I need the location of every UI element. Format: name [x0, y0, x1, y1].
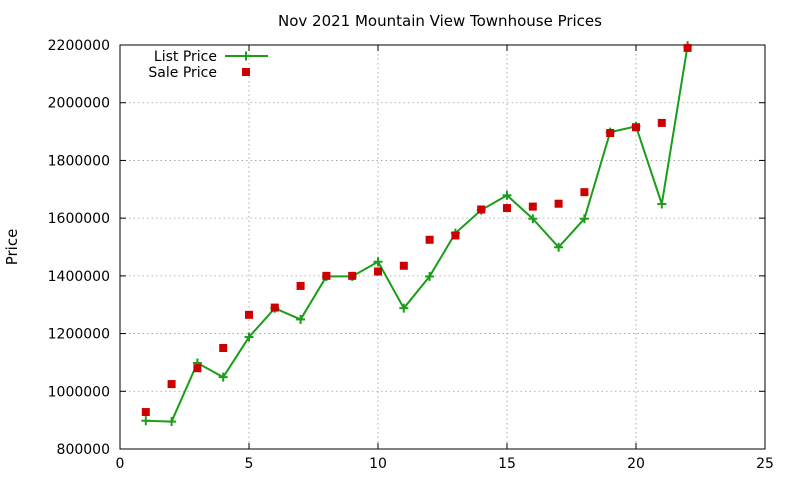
sale-price-point — [374, 267, 382, 276]
list-price-point — [399, 303, 409, 313]
sale-price-point — [296, 281, 305, 290]
list-price-legend-marker — [241, 51, 251, 61]
grid — [120, 45, 765, 449]
list-price-point — [425, 271, 435, 281]
list-price-point — [528, 214, 538, 224]
sale-price-legend-marker — [242, 68, 250, 76]
list-price-point — [373, 257, 383, 267]
sale-price-legend-label: Sale Price — [148, 65, 217, 81]
sale-price-point — [580, 188, 589, 197]
list-price-point — [218, 372, 228, 382]
sale-price-point — [348, 271, 357, 280]
list-price-legend-label: List Price — [154, 49, 217, 65]
y-tick-label: 1600000 — [48, 211, 110, 227]
y-tick-label: 1000000 — [48, 384, 110, 400]
sale-price-point — [503, 204, 511, 213]
y-tick-label: 1200000 — [48, 327, 110, 343]
x-tick-label: 0 — [116, 456, 125, 472]
sale-price-point — [322, 271, 331, 280]
y-tick-label: 2200000 — [48, 38, 110, 54]
sale-price-point — [270, 303, 279, 312]
list-price-point — [167, 417, 177, 427]
list-price-point — [657, 199, 667, 209]
sale-price-point — [477, 205, 486, 214]
sale-price-point — [245, 310, 253, 319]
list-price-point — [502, 190, 512, 200]
list-price-point — [141, 416, 151, 426]
y-tick-label: 800000 — [57, 442, 110, 458]
sale-price-point — [632, 123, 640, 132]
x-tick-label: 10 — [369, 456, 387, 472]
list-price-point — [579, 214, 589, 224]
sale-price-point — [425, 235, 434, 244]
sale-price-series — [141, 43, 692, 417]
y-tick-label: 1800000 — [48, 153, 110, 169]
x-tick-label: 15 — [498, 456, 516, 472]
sale-price-point — [657, 118, 666, 127]
sale-price-point — [399, 261, 408, 270]
sale-price-point — [167, 380, 176, 389]
x-tick-label: 5 — [245, 456, 254, 472]
y-tick-label: 2000000 — [48, 96, 110, 112]
sale-price-point — [219, 344, 228, 352]
sale-price-point — [451, 231, 460, 240]
chart-title: Nov 2021 Mountain View Townhouse Prices — [278, 12, 602, 30]
sale-price-point — [141, 408, 150, 417]
list-price-point — [244, 332, 254, 342]
sale-price-point — [606, 129, 615, 138]
y-tick-label: 1400000 — [48, 269, 110, 285]
y-axis-label: Price — [3, 229, 21, 266]
x-tick-label: 20 — [627, 456, 645, 472]
list-price-point — [554, 242, 564, 252]
plot-frame — [119, 44, 766, 450]
sale-price-point — [683, 43, 692, 52]
list-price-point — [296, 314, 306, 324]
sale-price-point — [528, 202, 537, 211]
x-tick-label: 25 — [756, 456, 774, 472]
sale-price-point — [193, 364, 202, 373]
sale-price-point — [554, 199, 563, 208]
series — [141, 41, 693, 427]
list-price-series — [141, 41, 693, 427]
axis-ticks: 0 5 10 15 20 25 800000 1000000 1200000 1400000 160… — [48, 38, 774, 472]
list-price-line — [145, 45, 689, 423]
